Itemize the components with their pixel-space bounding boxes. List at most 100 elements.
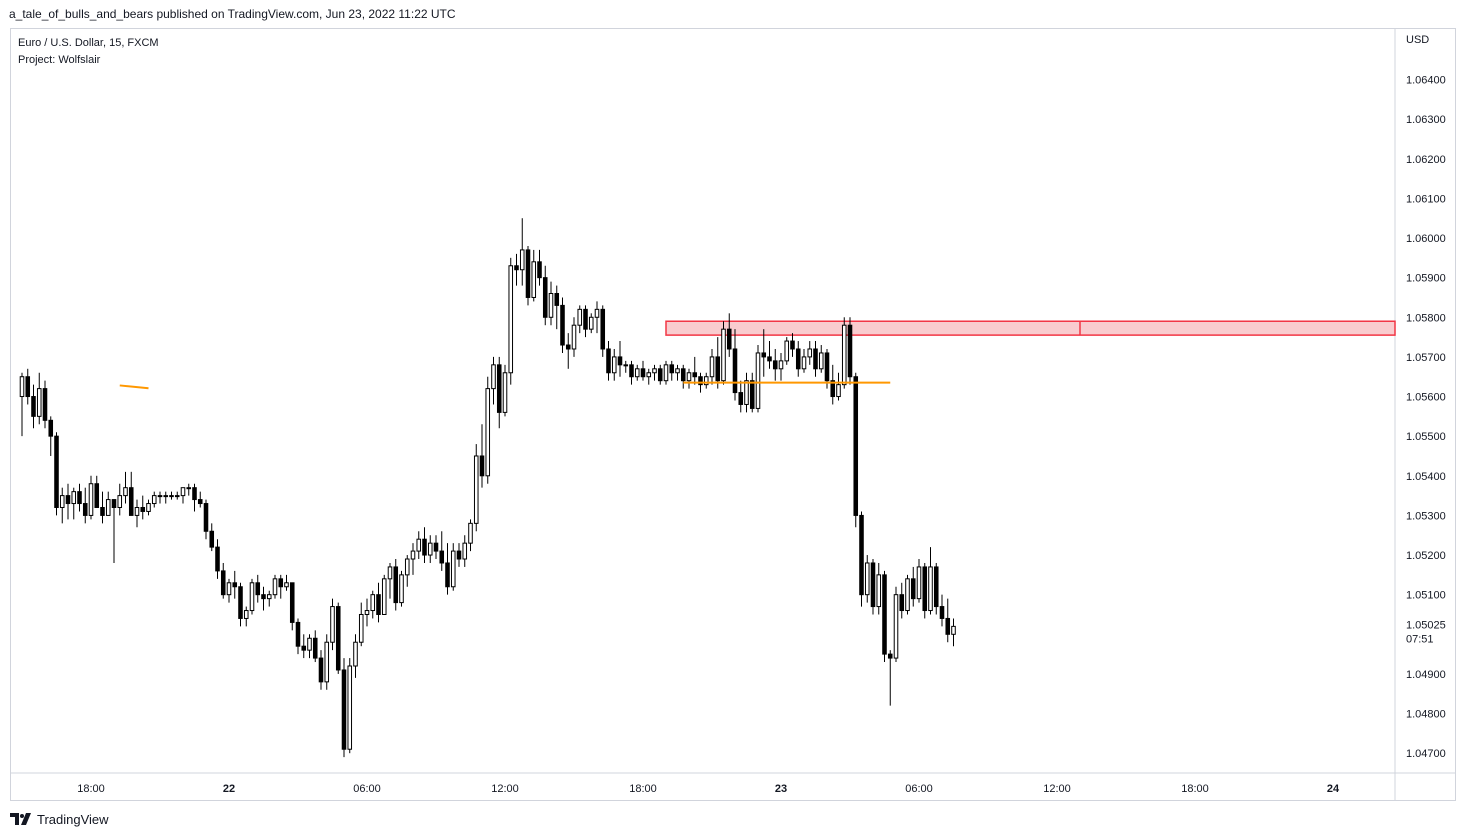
candle-body-up [324,641,330,683]
tradingview-logo-icon [10,813,32,825]
candle-body-up [634,368,640,378]
candle [951,618,956,647]
candle-body-down [261,594,266,600]
candle [933,562,939,615]
candle-body-down [514,265,519,271]
candle-body-up [928,566,933,612]
candle [192,483,197,512]
candle [180,487,186,504]
zone-layer [665,320,1396,336]
candle-body-up [134,506,140,516]
candle [882,570,887,663]
candle [548,281,554,326]
candle-body-up [755,352,761,409]
drawings-layer [119,381,891,390]
candle-body-up [703,376,709,386]
candle [922,562,928,619]
candle-body-down [192,487,197,501]
candle-body-up [686,372,692,382]
candle [795,341,801,377]
candle-body-up [347,665,353,750]
candle [215,539,220,579]
candle [606,341,611,381]
candle [376,582,381,623]
candle [583,305,588,338]
last-price-value: 1.05025 [1406,619,1446,631]
candle-body-up [105,499,111,516]
candle-body-down [537,261,542,279]
time-tick-label: 22 [223,783,235,795]
candle-body-down [197,499,203,505]
candle-body-down [824,352,830,382]
candle-body-down [945,617,951,635]
price-tick-label: 1.05500 [1406,431,1446,443]
candle [318,650,324,690]
candle [82,487,88,524]
candle [669,360,675,381]
candle-body-up [721,328,726,382]
candle-body-up [117,495,123,508]
candle-body-down [312,637,318,659]
candle-body-up [36,388,42,417]
candle-body-up [364,610,370,615]
candle [772,348,778,381]
candle-body-down [31,396,36,417]
candle-body-up [88,483,94,516]
candle [410,543,416,575]
candle [54,432,59,516]
candle-body-down [899,594,905,612]
candle-body-up [450,550,456,588]
candle [519,218,525,286]
time-tick-label: 24 [1327,783,1340,795]
candle [611,348,617,381]
supply-zone-rect [665,320,1396,336]
candle-body-up [818,352,824,370]
price-tick-label: 1.04900 [1406,669,1446,681]
candle-body-down [726,328,732,350]
candle-body-up [778,360,784,370]
candle [554,285,560,330]
candle-body-up [663,364,669,382]
candles-layer [19,218,956,758]
candle-body-down [255,582,261,596]
candle-body-up [502,372,508,413]
candle-body-down [910,578,916,600]
candle-body-down [790,340,795,350]
candle-body-down [749,380,755,409]
candle [675,364,680,381]
tradingview-brand: TradingView [37,811,109,827]
candle [197,491,203,508]
candle [364,598,370,627]
candle-body-up [485,388,491,477]
candle [335,602,341,674]
candle [749,372,755,413]
candle-body-down [456,550,462,560]
candle-body-down [933,566,939,608]
candle-body-down [870,562,876,608]
tradingview-footer[interactable]: TradingView [10,811,109,827]
time-tick-label: 12:00 [491,783,519,795]
candle-body-up [807,348,813,358]
candle-body-up [416,538,422,552]
candle [111,499,117,563]
candle [893,586,899,663]
candle-body-down [42,388,48,421]
candle-body-down [376,594,381,615]
candle [422,527,427,563]
candle-body-down [341,669,347,750]
symbol-title[interactable]: Euro / U.S. Dollar, 15, FXCM [18,37,159,49]
candle-body-down [859,514,864,596]
candle-body-up [473,455,479,524]
candle [163,491,169,504]
candle-body-up [893,594,899,659]
candle [600,305,606,357]
currency-label[interactable]: USD [1406,34,1430,46]
candle-body-down [640,368,646,378]
candle [404,555,410,587]
candle-body-up [905,578,910,612]
candle [100,491,105,524]
candle-body-up [577,308,583,326]
last-price-box [1397,616,1455,647]
candle [778,352,784,381]
